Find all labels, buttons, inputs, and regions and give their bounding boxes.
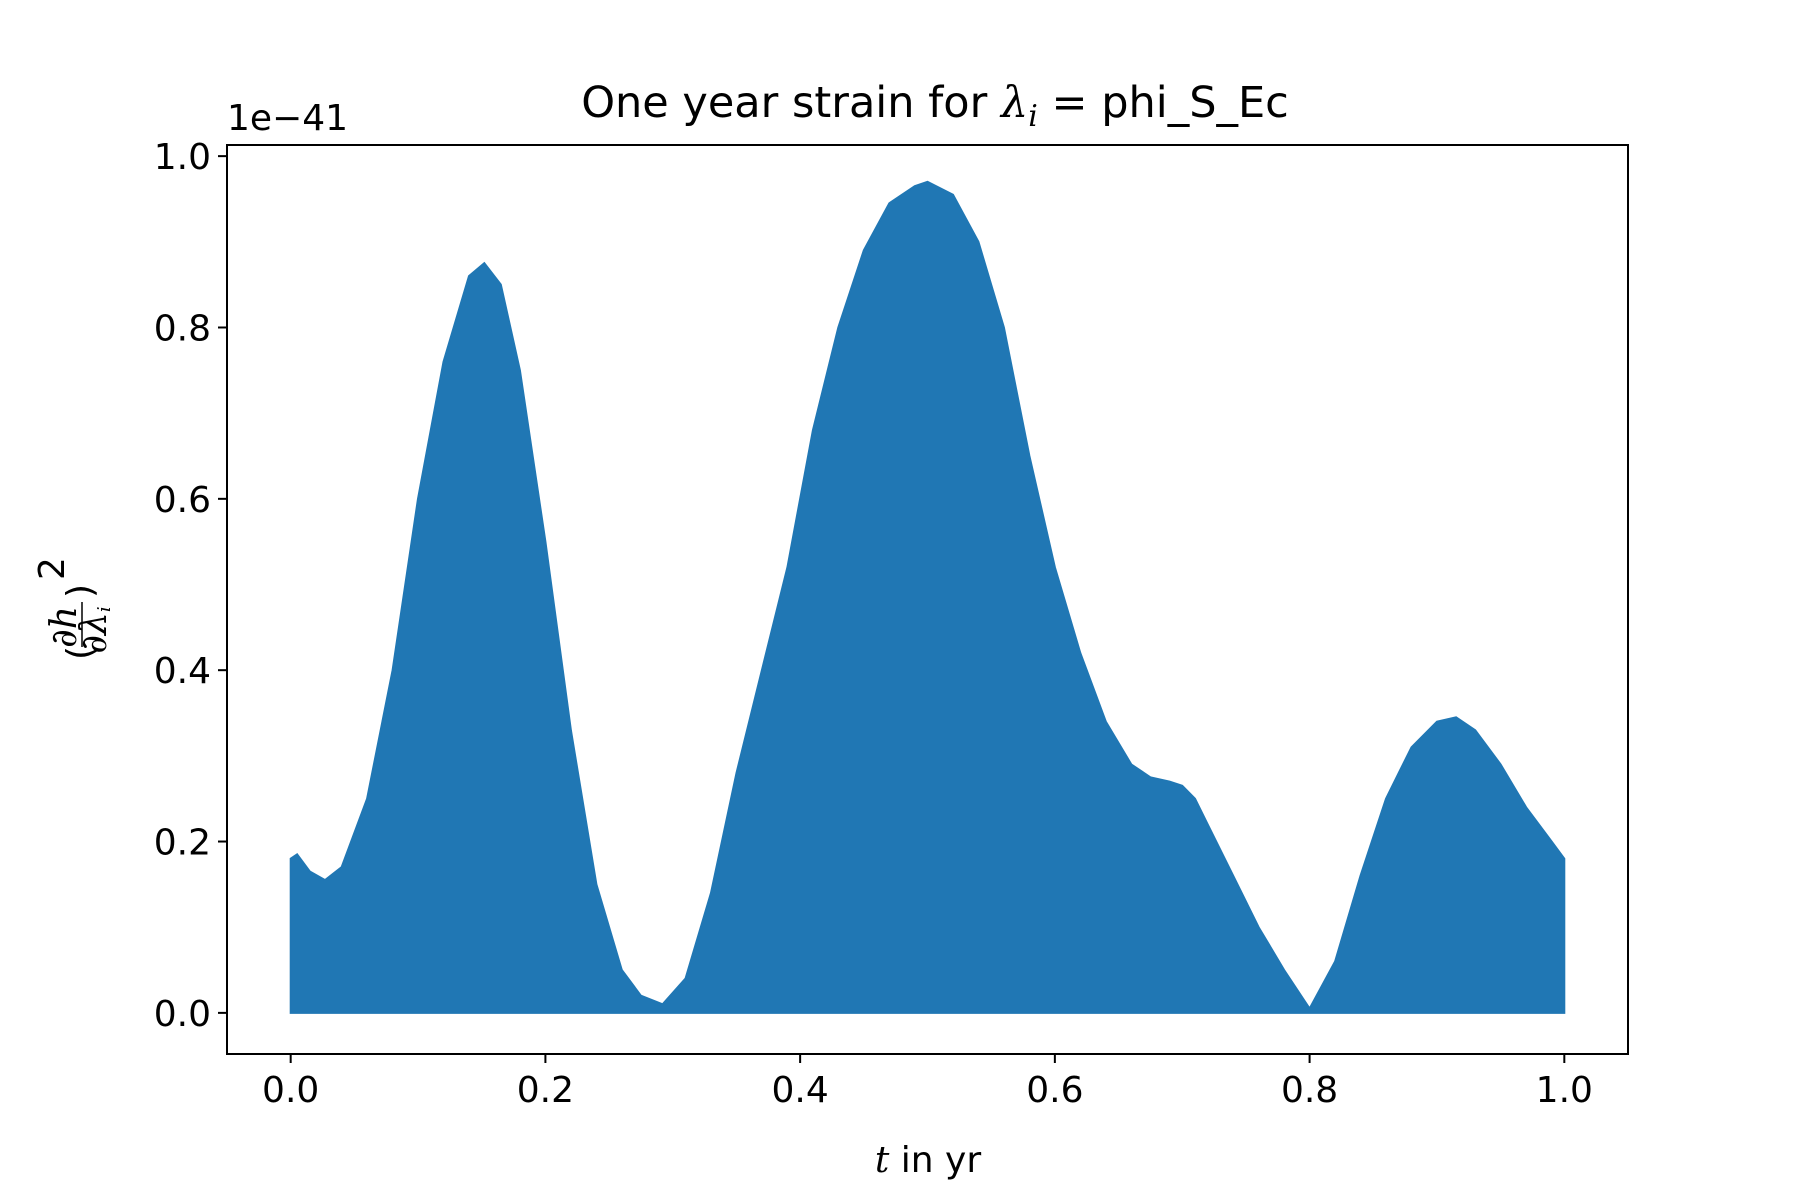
plot-area: 0.0 0.2 0.4 0.6 0.8 1.0 0.0 0.2 0.4 0.6 0.8 1.0: [154, 137, 1629, 1111]
x-tick-label: 1.0: [1536, 1070, 1593, 1111]
axes-frame: [226, 144, 1629, 1055]
y-tick-label: 0.0: [154, 994, 211, 1035]
x-tick-label: 0.4: [772, 1070, 829, 1111]
x-tick-label: 0.8: [1281, 1070, 1338, 1111]
y-tick-label: 0.4: [154, 651, 211, 692]
y-offset-label: 1e−41: [227, 98, 348, 139]
svg-text:(: (: [60, 646, 101, 660]
y-tick-label: 0.8: [154, 308, 211, 349]
x-tick-label: 0.2: [517, 1070, 574, 1111]
y-tick-label: 0.2: [154, 823, 211, 864]
x-tick-label: 0.6: [1026, 1070, 1083, 1111]
svg-text:∂λi: ∂λi: [74, 606, 115, 653]
chart-title: One year strain for λi = phi_S_Ec: [581, 78, 1289, 134]
series-0-area: [289, 180, 1566, 1014]
y-tick-label: 0.6: [154, 480, 211, 521]
svg-text:2: 2: [32, 557, 73, 580]
y-tick-label: 1.0: [154, 137, 211, 178]
x-axis-label: t in yr: [875, 1140, 981, 1181]
chart-text: One year strain for λi = phi_S_Ec 1e−41 …: [32, 78, 1289, 1181]
x-tick-label: 0.0: [262, 1070, 319, 1111]
svg-text:∂h: ∂h: [44, 606, 85, 648]
y-axis-label: ( ∂h ∂λi ) 2: [32, 557, 115, 660]
svg-text:): ): [60, 584, 101, 598]
